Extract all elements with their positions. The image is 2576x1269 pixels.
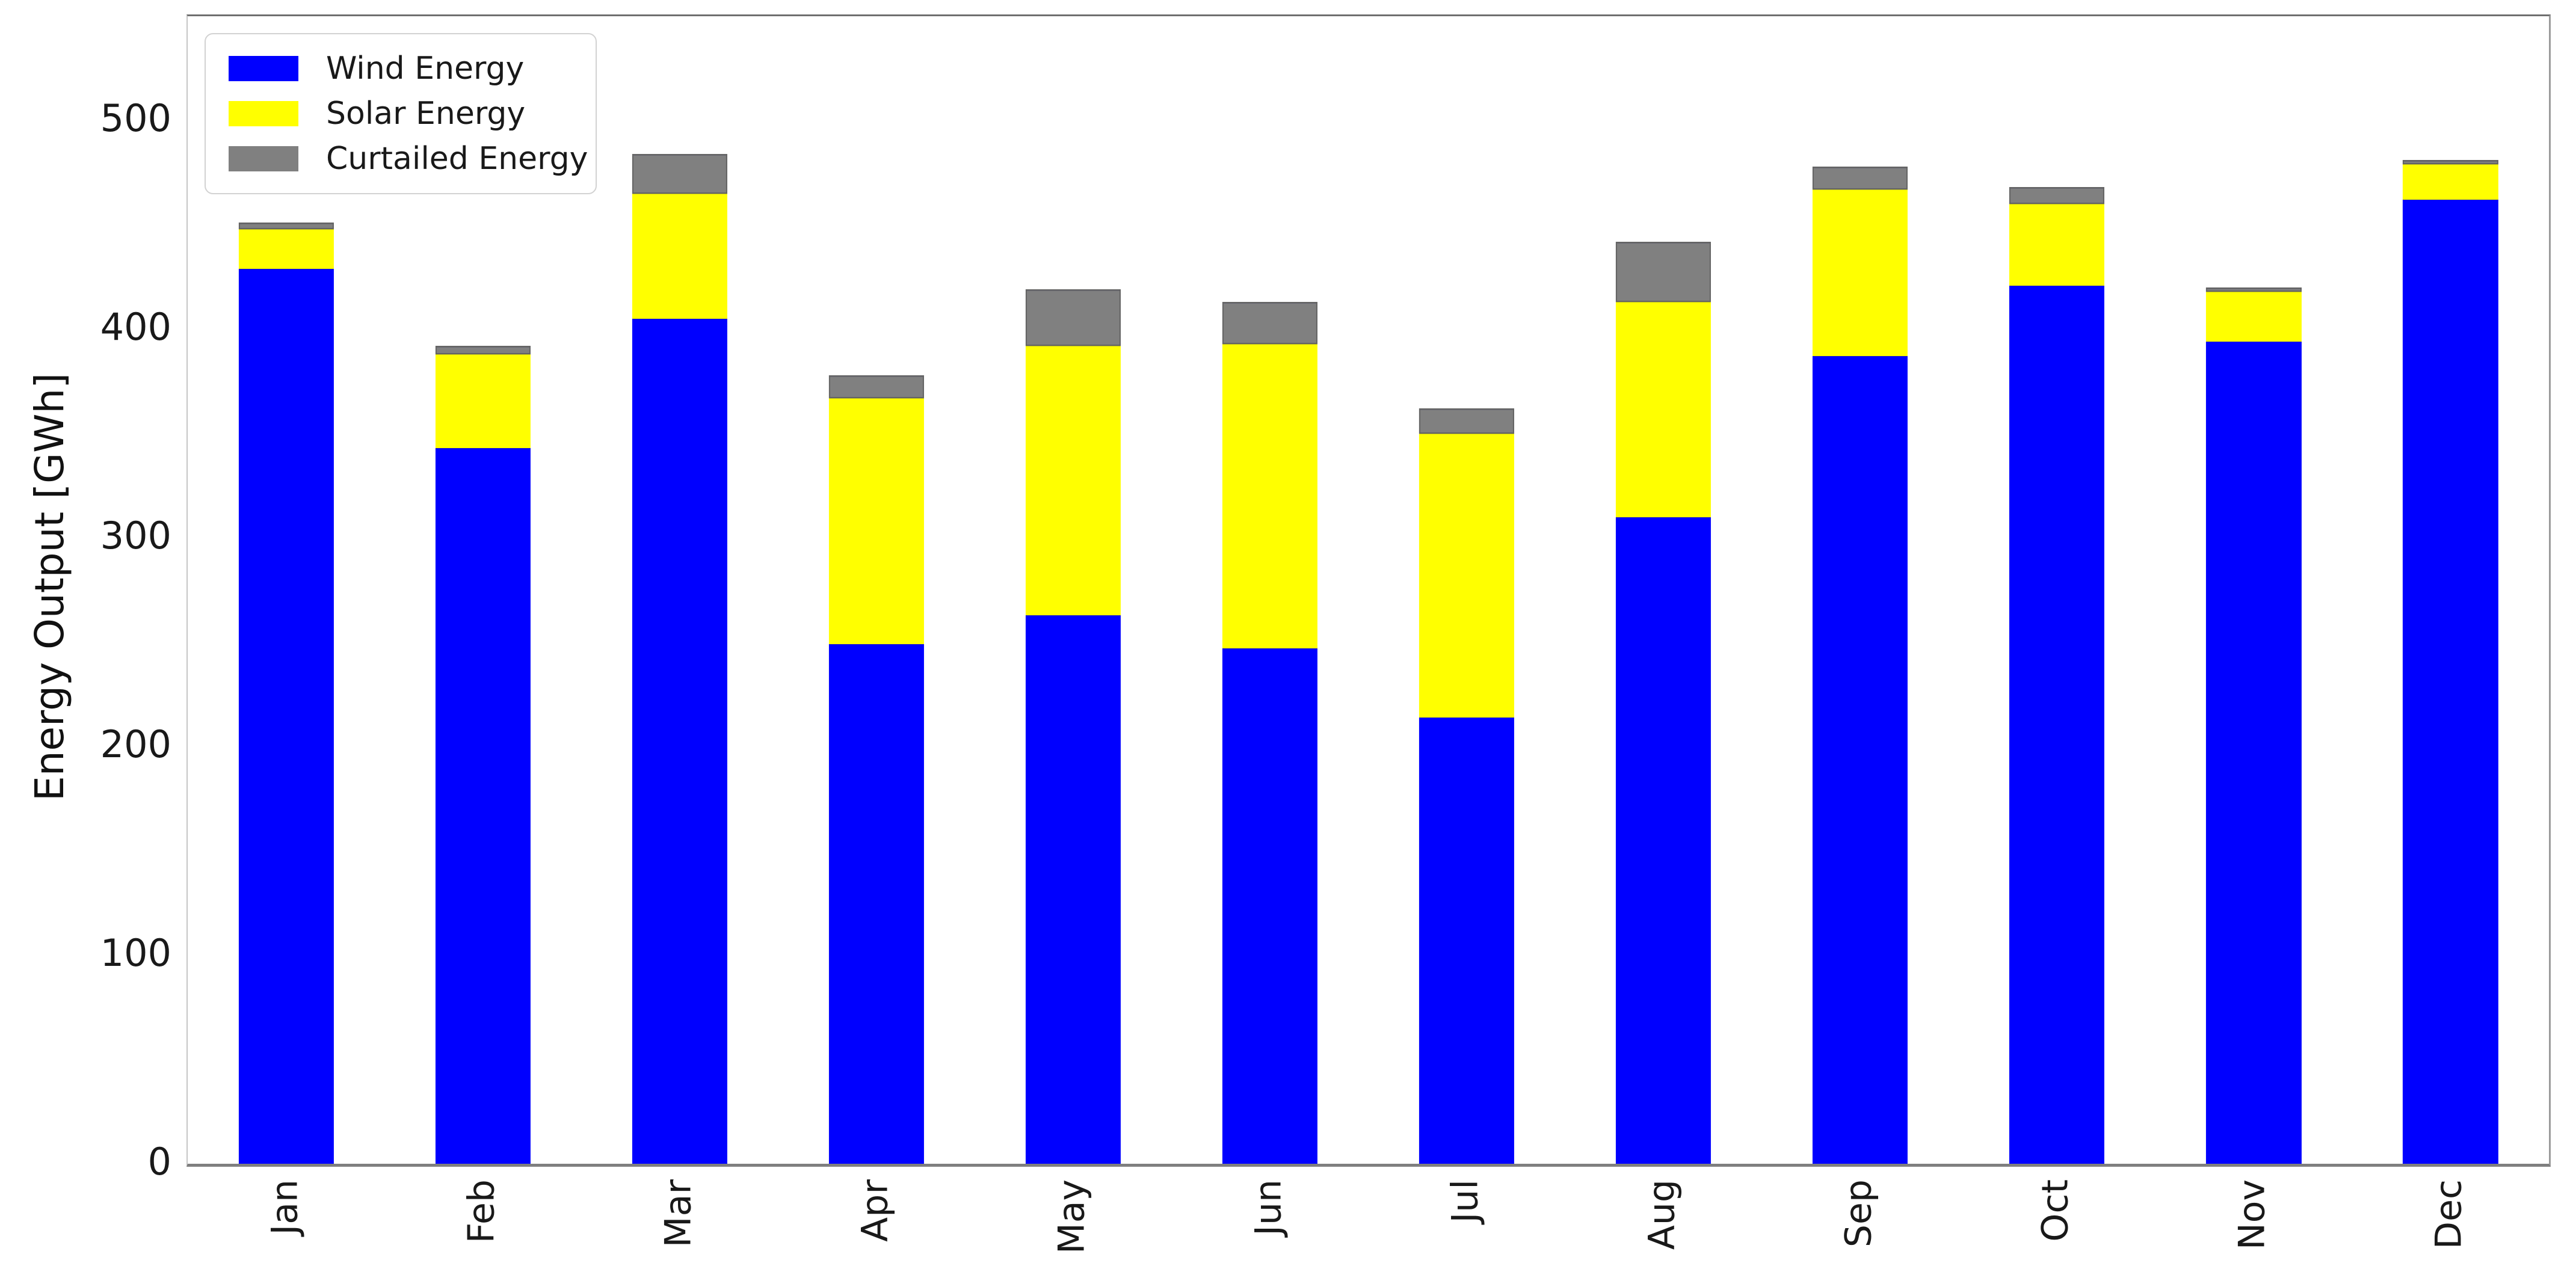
x-tick-label-oct: Oct — [2034, 1179, 2077, 1244]
bar-segment-jun-solar-energy — [1222, 343, 1318, 649]
plot-area — [186, 14, 2551, 1167]
bar-segment-jul-solar-energy — [1419, 433, 1515, 717]
bar-segment-nov-solar-energy — [2206, 291, 2302, 342]
legend-item-solar: Solar Energy — [229, 98, 590, 129]
bar-segment-jan-wind-energy — [238, 268, 334, 1164]
x-tick-label-text: Feb — [460, 1179, 503, 1244]
bar-nov — [2206, 16, 2302, 1164]
x-tick-label-jul: Jul — [1444, 1179, 1487, 1225]
bar-segment-oct-wind-energy — [2009, 285, 2105, 1164]
bar-segment-sep-curtailed-energy — [1813, 166, 1908, 189]
bar-segment-jan-solar-energy — [238, 229, 334, 269]
x-tick-label-dec: Dec — [2427, 1179, 2470, 1252]
bar-segment-may-wind-energy — [1025, 615, 1121, 1164]
legend-label: Solar Energy — [326, 96, 526, 132]
bar-segment-may-solar-energy — [1025, 346, 1121, 615]
bar-segment-feb-curtailed-energy — [435, 346, 531, 354]
bar-segment-apr-curtailed-energy — [828, 375, 924, 398]
x-axis-tick-labels: Jan Feb Mar Apr May Jun Jul Aug Sep Oct Nov Dec — [186, 1179, 2548, 1269]
x-tick-label-feb: Feb — [460, 1179, 503, 1246]
bar-jul — [1419, 16, 1515, 1164]
bar-segment-aug-wind-energy — [1616, 517, 1712, 1164]
solar-energy-swatch-icon — [229, 101, 298, 126]
bar-segment-sep-solar-energy — [1813, 189, 1908, 357]
bar-segment-oct-curtailed-energy — [2009, 187, 2105, 204]
x-tick-label-text: Jul — [1444, 1179, 1487, 1223]
bar-mar — [632, 16, 727, 1164]
y-tick-label-100: 100 — [100, 931, 171, 976]
x-tick-label-jun: Jun — [1247, 1179, 1290, 1238]
bar-segment-oct-solar-energy — [2009, 204, 2105, 286]
x-tick-label-text: Sep — [1837, 1179, 1880, 1248]
bar-segment-apr-wind-energy — [828, 644, 924, 1164]
x-tick-label-text: Mar — [657, 1179, 700, 1248]
bar-segment-sep-wind-energy — [1813, 356, 1908, 1164]
bar-segment-dec-curtailed-energy — [2403, 160, 2498, 165]
bar-segment-aug-solar-energy — [1616, 302, 1712, 517]
bar-may — [1025, 16, 1121, 1164]
bar-segment-may-curtailed-energy — [1025, 289, 1121, 346]
bar-segment-feb-solar-energy — [435, 354, 531, 449]
y-tick-label-300: 300 — [100, 514, 171, 558]
bar-apr — [828, 16, 924, 1164]
bar-segment-dec-solar-energy — [2403, 164, 2498, 200]
bar-segment-apr-solar-energy — [828, 398, 924, 645]
bar-aug — [1616, 16, 1712, 1164]
y-tick-label-400: 400 — [100, 305, 171, 349]
x-tick-label-text: May — [1050, 1179, 1093, 1255]
bar-oct — [2009, 16, 2105, 1164]
bar-segment-nov-wind-energy — [2206, 342, 2302, 1164]
x-tick-label-text: Jun — [1247, 1179, 1290, 1236]
x-tick-label-jan: Jan — [263, 1179, 306, 1238]
y-tick-label-500: 500 — [100, 96, 171, 141]
x-tick-label-apr: Apr — [854, 1179, 896, 1244]
bar-sep — [1813, 16, 1908, 1164]
x-tick-label-text: Dec — [2427, 1179, 2470, 1250]
bar-segment-mar-curtailed-energy — [632, 153, 727, 194]
legend-item-curtailed: Curtailed Energy — [229, 143, 590, 174]
bars-layer — [188, 16, 2549, 1164]
x-tick-label-text: Oct — [2034, 1179, 2077, 1242]
x-tick-label-mar: Mar — [657, 1179, 700, 1250]
x-tick-label-aug: Aug — [1641, 1179, 1683, 1252]
legend: Wind Energy Solar Energy Curtailed Energ… — [205, 33, 597, 194]
y-tick-label-0: 0 — [147, 1140, 171, 1184]
x-tick-label-text: Nov — [2231, 1179, 2273, 1250]
x-tick-label-text: Apr — [854, 1179, 896, 1242]
x-tick-label-sep: Sep — [1837, 1179, 1880, 1250]
x-tick-label-text: Jan — [263, 1179, 306, 1235]
x-tick-label-text: Aug — [1641, 1179, 1683, 1250]
bar-segment-jun-curtailed-energy — [1222, 302, 1318, 344]
bar-jan — [238, 16, 334, 1164]
y-axis-tick-labels: 0 100 200 300 400 500 — [0, 14, 171, 1181]
y-tick-label-200: 200 — [100, 722, 171, 767]
bar-segment-jan-curtailed-energy — [238, 223, 334, 229]
bar-segment-mar-wind-energy — [632, 319, 727, 1164]
x-tick-label-may: May — [1050, 1179, 1093, 1256]
bar-segment-feb-wind-energy — [435, 448, 531, 1164]
legend-label: Curtailed Energy — [326, 141, 588, 177]
bar-segment-jul-curtailed-energy — [1419, 408, 1515, 434]
bar-dec — [2403, 16, 2498, 1164]
legend-item-wind: Wind Energy — [229, 53, 590, 84]
curtailed-energy-swatch-icon — [229, 146, 298, 171]
bar-segment-dec-wind-energy — [2403, 200, 2498, 1164]
bar-feb — [435, 16, 531, 1164]
bar-jun — [1222, 16, 1318, 1164]
bar-segment-aug-curtailed-energy — [1616, 241, 1712, 303]
x-tick-label-nov: Nov — [2231, 1179, 2273, 1252]
legend-label: Wind Energy — [326, 51, 525, 87]
bar-segment-jul-wind-energy — [1419, 717, 1515, 1164]
wind-energy-swatch-icon — [229, 56, 298, 81]
bar-segment-mar-solar-energy — [632, 193, 727, 319]
bar-segment-jun-wind-energy — [1222, 648, 1318, 1164]
bar-segment-nov-curtailed-energy — [2206, 287, 2302, 292]
